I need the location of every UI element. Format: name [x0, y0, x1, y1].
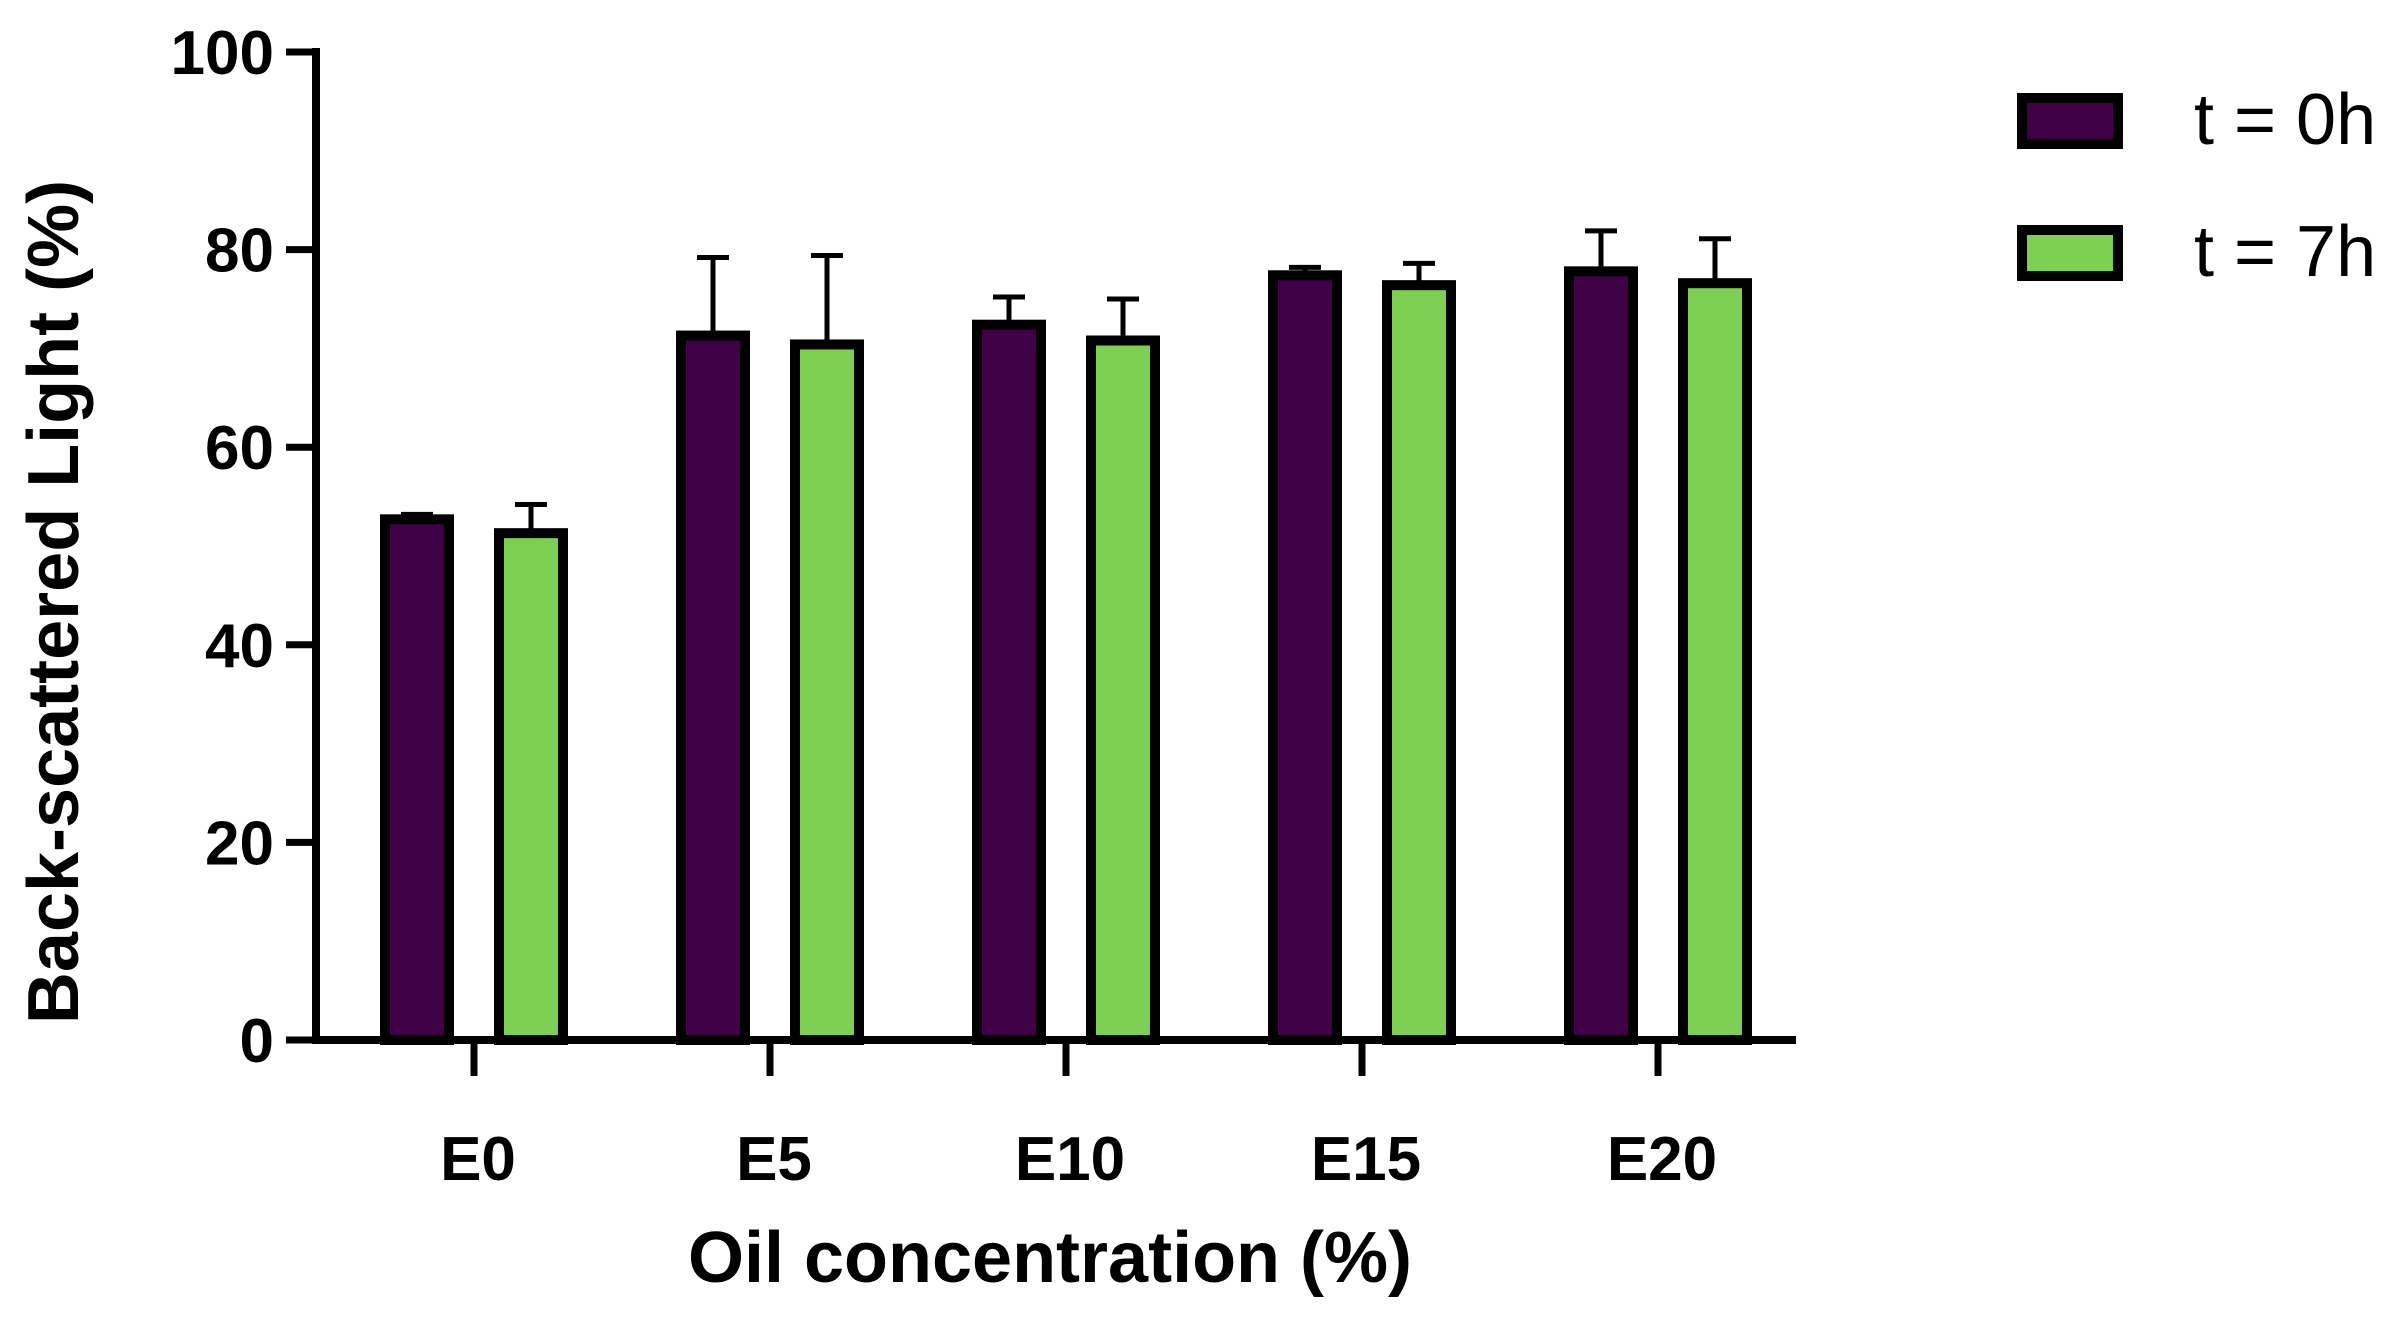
x-axis-title: Oil concentration (%) — [688, 1218, 1412, 1298]
bars-layer — [380, 228, 1752, 1046]
legend-label: t = 0h — [2194, 80, 2376, 160]
legend-label: t = 7h — [2194, 212, 2376, 292]
y-tick-label: 20 — [205, 809, 274, 878]
x-tick-label: E20 — [1607, 1125, 1717, 1194]
bar — [1268, 270, 1342, 1045]
legend-swatch — [2017, 93, 2123, 149]
legend: t = 0h t = 7h — [2017, 80, 2376, 292]
bar — [494, 528, 568, 1045]
y-tick-label: 100 — [171, 19, 274, 88]
bar — [972, 319, 1046, 1045]
y-axis-title: Back-scattered Light (%) — [14, 180, 94, 1024]
bar — [380, 514, 454, 1045]
x-tick-label: E15 — [1311, 1125, 1421, 1194]
bar — [1382, 280, 1456, 1045]
axes-layer — [312, 48, 1796, 1044]
y-tick-label: 0 — [240, 1007, 274, 1076]
bar — [1678, 278, 1752, 1045]
legend-swatch — [2017, 225, 2123, 281]
x-tick-label: E0 — [440, 1125, 516, 1194]
y-tick-label: 60 — [205, 414, 274, 483]
bar — [1086, 335, 1160, 1046]
x-axis-ticks: E0 E5 E10 E15 E20 — [440, 1040, 1717, 1194]
y-tick-label: 40 — [205, 612, 274, 681]
bar — [676, 330, 750, 1045]
x-tick-label: E5 — [736, 1125, 812, 1194]
y-tick-label: 80 — [205, 217, 274, 286]
y-axis-ticks: 0 20 40 60 80 100 — [171, 19, 316, 1076]
bar — [790, 339, 864, 1045]
x-tick-label: E10 — [1015, 1125, 1125, 1194]
bar — [1564, 266, 1638, 1045]
